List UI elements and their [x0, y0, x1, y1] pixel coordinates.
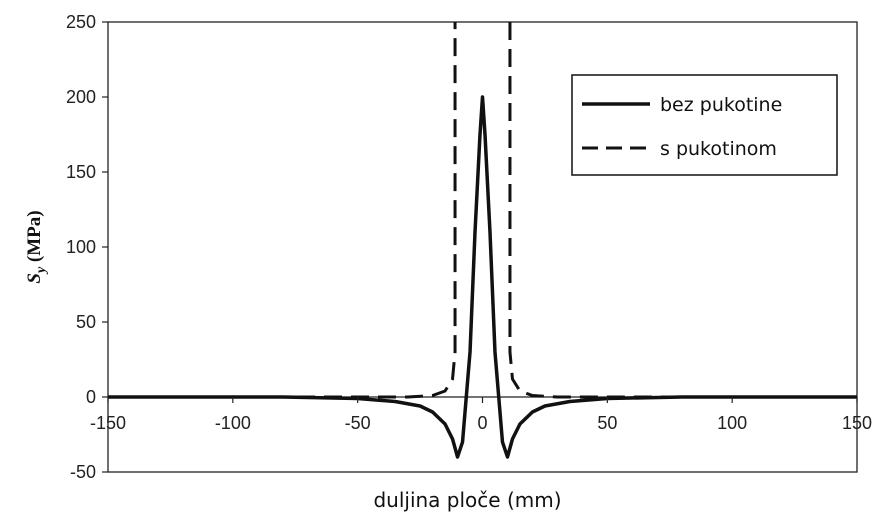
legend-label-s-pukotinom: s pukotinom: [660, 138, 777, 160]
y-axis-label: Sy (MPa): [24, 210, 49, 283]
series-line-s-pukotinom: [108, 22, 857, 399]
series-line-bez-pukotine: [108, 95, 857, 459]
legend-box: [571, 74, 838, 176]
x-tick-label: 100: [717, 413, 747, 433]
x-tick-label: -50: [345, 413, 371, 433]
legend: bez pukotine s pukotinom: [571, 74, 838, 176]
x-tick-label: -150: [90, 413, 126, 433]
y-axis-label-unit: (MPa): [24, 210, 45, 266]
x-tick-label: -100: [215, 413, 251, 433]
x-axis-label: duljina ploče (mm): [373, 488, 561, 512]
y-tick-label: 200: [66, 87, 96, 107]
y-tick-label: 50: [76, 312, 96, 332]
legend-label-bez-pukotine: bez pukotine: [660, 94, 782, 116]
x-tick-label: 150: [842, 413, 872, 433]
y-axis-label-sub: y: [34, 266, 49, 275]
y-tick-label: 0: [86, 387, 96, 407]
y-tick-label: 100: [66, 237, 96, 257]
y-tick-label: 150: [66, 162, 96, 182]
y-tick-label: 250: [66, 12, 96, 32]
y-tick-label: -50: [70, 462, 96, 482]
x-tick-label: 50: [597, 413, 617, 433]
y-axis-label-main: S: [24, 273, 45, 284]
x-tick-label: 0: [477, 413, 487, 433]
